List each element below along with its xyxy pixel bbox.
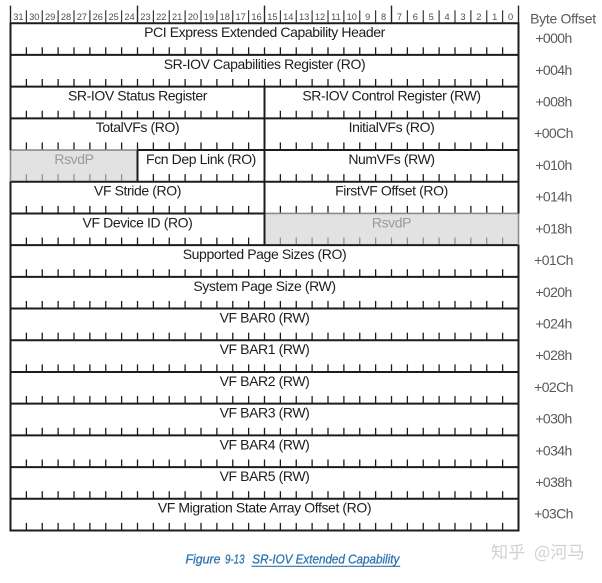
svg-text:1: 1 [492,12,497,22]
svg-text:VF Stride (RO): VF Stride (RO) [94,183,181,199]
svg-text:11: 11 [331,12,341,22]
svg-text:25: 25 [109,12,119,22]
svg-text:Byte Offset: Byte Offset [530,10,596,26]
svg-text:Fcn Dep Link (RO): Fcn Dep Link (RO) [146,151,256,167]
svg-text:VF BAR5 (RW): VF BAR5 (RW) [220,468,310,484]
svg-text:29: 29 [45,12,55,22]
svg-text:RsvdP: RsvdP [54,151,93,167]
svg-text:0: 0 [508,12,513,22]
svg-text:+004h: +004h [535,62,571,78]
svg-text:19: 19 [204,12,214,22]
svg-text:21: 21 [172,12,182,22]
svg-text:16: 16 [251,12,261,22]
svg-text:PCI Express Extended Capabilit: PCI Express Extended Capability Header [144,24,386,40]
svg-text:27: 27 [77,12,87,22]
svg-text:+008h: +008h [535,94,571,110]
svg-text:+020h: +020h [535,284,571,300]
svg-text:26: 26 [93,12,103,22]
svg-text:31: 31 [13,12,23,22]
svg-text:RsvdP: RsvdP [372,214,411,230]
svg-text:13: 13 [299,12,309,22]
svg-text:28: 28 [61,12,71,22]
svg-text:SR-IOV Status Register: SR-IOV Status Register [68,88,208,104]
svg-text:TotalVFs (RO): TotalVFs (RO) [96,119,179,135]
svg-text:20: 20 [188,12,198,22]
svg-text:23: 23 [140,12,150,22]
svg-text:3: 3 [460,12,465,22]
svg-text:+01Ch: +01Ch [534,252,573,268]
svg-text:+038h: +038h [535,474,571,490]
svg-text:2: 2 [476,12,481,22]
svg-text:SR-IOV Extended Capability: SR-IOV Extended Capability [252,553,400,567]
svg-text:VF BAR2 (RW): VF BAR2 (RW) [220,373,310,389]
svg-text:VF BAR4 (RW): VF BAR4 (RW) [220,436,310,452]
svg-text:18: 18 [220,12,230,22]
svg-text:6: 6 [413,12,418,22]
svg-text:Figure: Figure [186,553,221,567]
svg-text:InitialVFs (RO): InitialVFs (RO) [349,119,435,135]
svg-text:17: 17 [236,12,246,22]
svg-text:System Page Size (RW): System Page Size (RW) [193,278,335,294]
svg-text:10: 10 [347,12,357,22]
svg-text:+00Ch: +00Ch [534,125,573,141]
svg-text:+03Ch: +03Ch [534,506,573,522]
svg-text:4: 4 [444,12,449,22]
svg-text:SR-IOV Capabilities Register (: SR-IOV Capabilities Register (RO) [164,56,366,72]
svg-text:+018h: +018h [535,220,571,236]
svg-text:8: 8 [381,12,386,22]
svg-text:NumVFs (RW): NumVFs (RW) [348,151,434,167]
svg-text:VF BAR0 (RW): VF BAR0 (RW) [220,309,310,325]
svg-text:14: 14 [283,12,293,22]
svg-text:12: 12 [315,12,325,22]
svg-text:+014h: +014h [535,189,571,205]
svg-text:+02Ch: +02Ch [534,379,573,395]
svg-text:Supported Page Sizes (RO): Supported Page Sizes (RO) [183,246,347,262]
svg-text:+000h: +000h [535,30,571,46]
svg-text:30: 30 [29,12,39,22]
svg-text:FirstVF Offset (RO): FirstVF Offset (RO) [335,183,448,199]
svg-text:9-13: 9-13 [225,553,245,567]
svg-text:9: 9 [365,12,370,22]
svg-text:SR-IOV Control Register (RW): SR-IOV Control Register (RW) [302,88,480,104]
svg-text:+028h: +028h [535,347,571,363]
svg-text:5: 5 [429,12,434,22]
svg-text:7: 7 [397,12,402,22]
svg-text:VF Migration State Array Offse: VF Migration State Array Offset (RO) [158,500,371,516]
svg-text:+034h: +034h [535,442,571,458]
svg-text:+030h: +030h [535,411,571,427]
svg-text:22: 22 [156,12,166,22]
svg-text:+024h: +024h [535,315,571,331]
svg-text:VF BAR1 (RW): VF BAR1 (RW) [220,341,310,357]
svg-text:VF Device ID (RO): VF Device ID (RO) [83,214,193,230]
svg-text:15: 15 [267,12,277,22]
svg-text:VF BAR3 (RW): VF BAR3 (RW) [220,405,310,421]
svg-text:+010h: +010h [535,157,571,173]
svg-text:24: 24 [124,12,134,22]
